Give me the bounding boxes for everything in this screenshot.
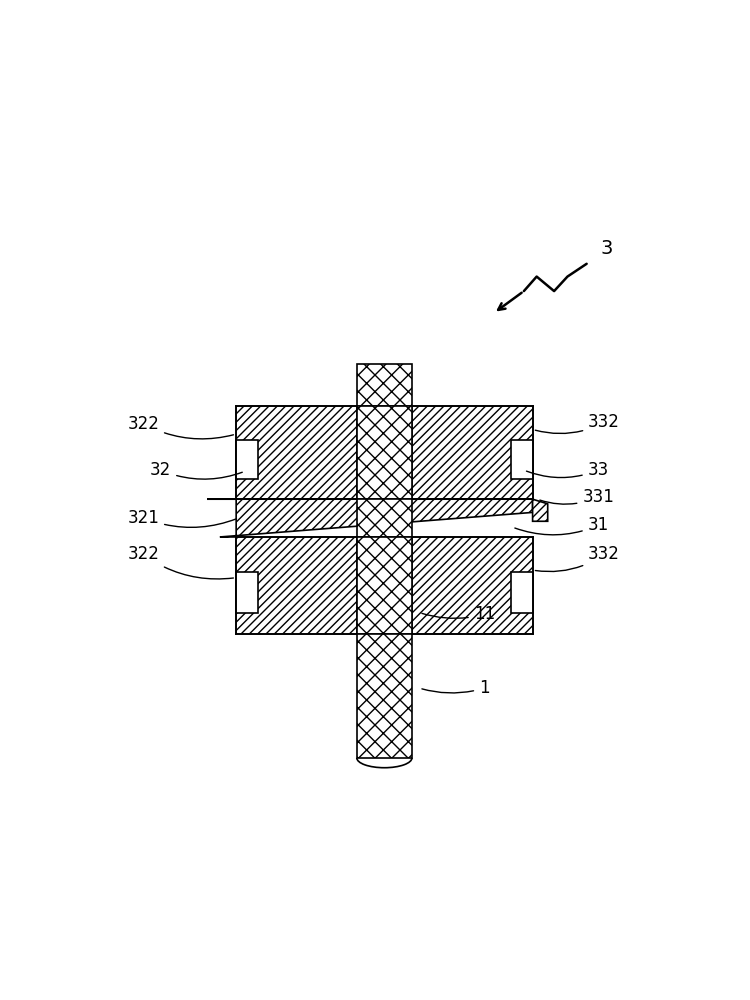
Polygon shape: [207, 499, 532, 537]
Bar: [236, 572, 258, 613]
Bar: [357, 537, 412, 634]
Text: 332: 332: [536, 413, 620, 434]
Bar: [236, 406, 357, 499]
Text: 31: 31: [514, 516, 609, 535]
Text: 32: 32: [150, 461, 242, 479]
Bar: [236, 537, 357, 634]
Bar: [236, 440, 258, 479]
Bar: [412, 537, 532, 634]
Bar: [357, 499, 412, 537]
Text: 322: 322: [128, 545, 233, 579]
Text: 11: 11: [422, 605, 495, 623]
Text: 321: 321: [128, 509, 236, 527]
Bar: [357, 406, 412, 499]
Text: 322: 322: [128, 415, 233, 439]
Bar: [357, 364, 412, 406]
Text: 332: 332: [536, 545, 620, 572]
Text: 3: 3: [600, 239, 613, 258]
Bar: [357, 634, 412, 758]
Text: 331: 331: [540, 488, 614, 506]
Bar: [412, 406, 532, 499]
Polygon shape: [532, 499, 548, 521]
Bar: [511, 572, 532, 613]
Bar: [511, 440, 532, 479]
Text: 1: 1: [422, 679, 490, 697]
Text: 33: 33: [526, 461, 609, 479]
